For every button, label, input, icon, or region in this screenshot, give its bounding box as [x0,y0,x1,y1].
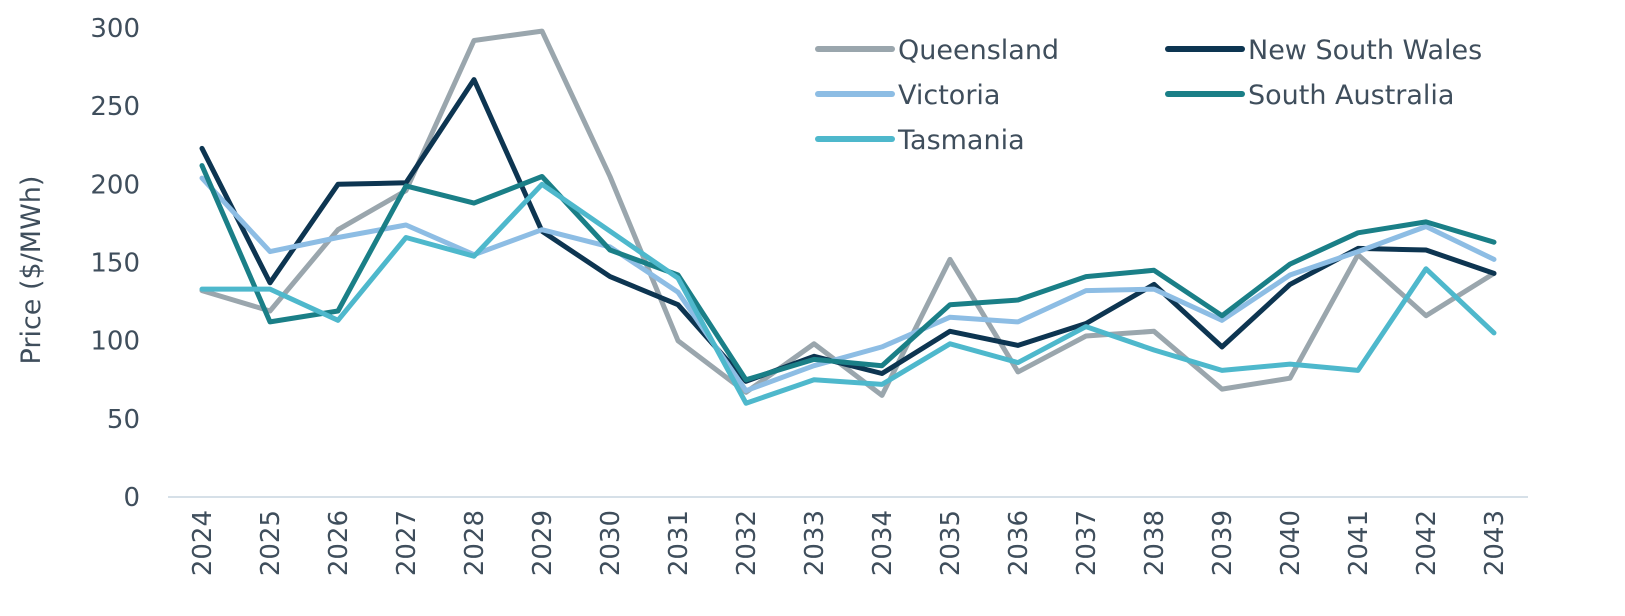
x-tick-label-2031: 2031 [664,510,694,576]
x-tick-label-2028: 2028 [460,510,490,576]
x-tick-label-2042: 2042 [1412,510,1442,576]
series-lines [199,28,1497,406]
legend: Queensland New South Wales Victoria South A… [815,35,1482,156]
x-tick-label-2032: 2032 [732,510,762,576]
y-tick-label-200: 200 [90,170,140,200]
y-tick-label-150: 150 [90,249,140,279]
x-tick-label-2030: 2030 [596,510,626,576]
x-tick-label-2026: 2026 [324,510,354,576]
x-tick-label-2037: 2037 [1072,510,1102,576]
legend-label-queensland: Queensland [898,35,1059,66]
legend-label-south-australia: South Australia [1248,80,1454,111]
legend-label-new-south-wales: New South Wales [1248,35,1482,66]
x-tick-label-2040: 2040 [1276,510,1306,576]
y-tick-label-100: 100 [90,327,140,357]
series-line-victoria [199,175,1497,394]
x-tick-label-2033: 2033 [800,510,830,576]
y-tick-label-50: 50 [107,405,140,435]
series-line-south-australia [199,163,1497,383]
legend-label-victoria: Victoria [898,80,1000,111]
y-tick-label-250: 250 [90,92,140,122]
x-tick-label-2035: 2035 [936,510,966,576]
x-tick-label-2036: 2036 [1004,510,1034,576]
series-line-new-south-wales [199,77,1497,384]
x-tick-label-2039: 2039 [1208,510,1238,576]
x-tick-label-2024: 2024 [188,510,218,576]
series-line-tasmania [199,181,1497,406]
x-tick-label-2034: 2034 [868,510,898,576]
y-tick-label-300: 300 [90,14,140,44]
x-tick-label-2038: 2038 [1140,510,1170,576]
x-tick-label-2029: 2029 [528,510,558,576]
y-axis-ticks: 0 50 100 150 200 250 300 [90,14,140,513]
x-tick-label-2043: 2043 [1480,510,1510,576]
x-tick-label-2027: 2027 [392,510,422,576]
legend-label-tasmania: Tasmania [897,125,1025,156]
x-tick-label-2041: 2041 [1344,510,1374,576]
y-axis-title: Price ($/MWh) [16,176,47,365]
y-tick-label-0: 0 [123,483,140,513]
x-tick-label-2025: 2025 [256,510,286,576]
x-axis: 2024 2025 2026 2027 2028 2029 2030 2031 2032 2033… [168,496,1528,576]
